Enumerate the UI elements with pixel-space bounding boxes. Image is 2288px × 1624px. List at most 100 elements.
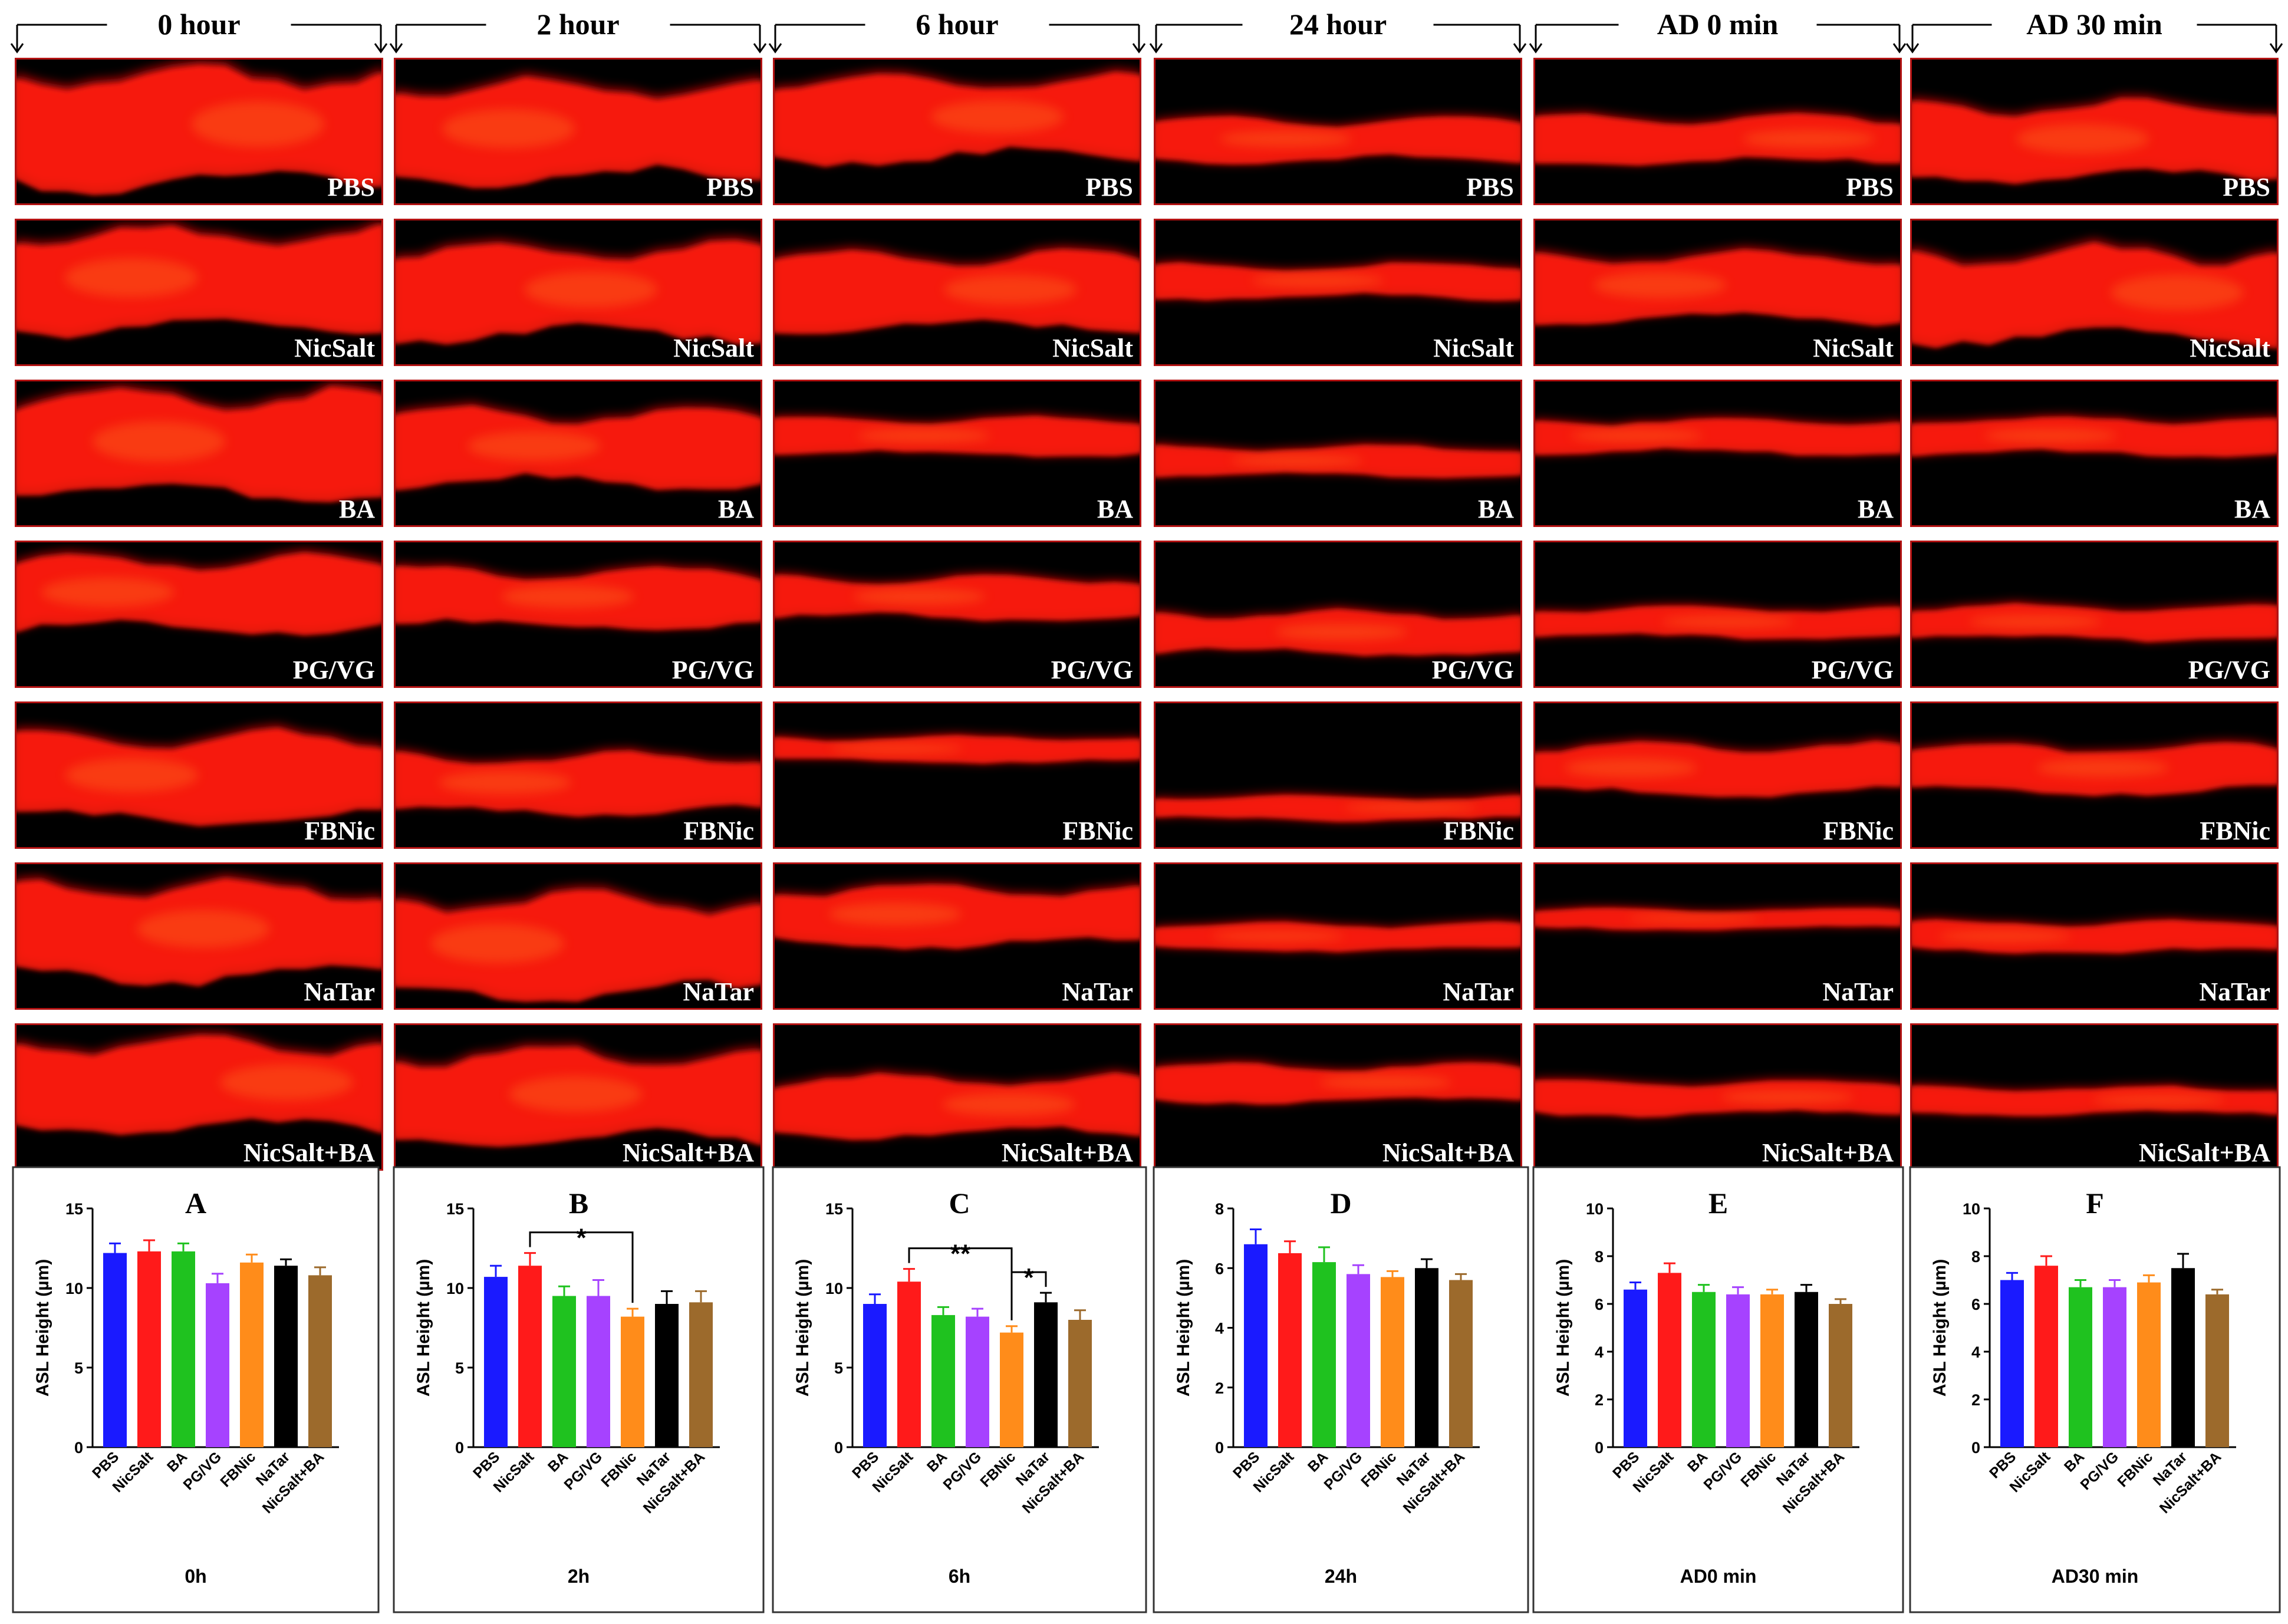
asl-hotspot xyxy=(1594,272,1727,298)
asl-hotspot xyxy=(1319,1075,1452,1090)
y-tick-label: 0 xyxy=(834,1439,843,1457)
bracket-arrow-icon xyxy=(2269,25,2283,54)
tile-treatment-label: PG/VG xyxy=(293,655,375,684)
asl-hotspot xyxy=(931,100,1064,133)
asl-hotspot xyxy=(442,109,575,148)
panel-letter: A xyxy=(185,1187,206,1220)
y-tick-label: 10 xyxy=(65,1280,83,1297)
y-tick-label: 5 xyxy=(455,1359,464,1377)
tile-border xyxy=(1154,701,1522,849)
bar-natar xyxy=(1034,1302,1058,1447)
bar-pg-vg xyxy=(966,1316,989,1447)
tile-treatment-label: NaTar xyxy=(683,977,754,1006)
y-tick-label: 10 xyxy=(446,1280,464,1297)
bar-nicsalt xyxy=(2034,1266,2058,1447)
tile-treatment-label: FBNic xyxy=(1443,816,1514,845)
tile-border xyxy=(1533,380,1902,527)
bar-natar xyxy=(1795,1292,1818,1447)
image-tile-24-hour-nicsalt-plus-ba: NicSalt+BA xyxy=(1154,1023,1522,1171)
tile-treatment-label: NicSalt+BA xyxy=(2139,1138,2270,1167)
tile-border xyxy=(1154,380,1522,527)
tile-border xyxy=(394,862,762,1010)
y-tick-label: 2 xyxy=(1595,1391,1604,1409)
y-tick-label: 8 xyxy=(1971,1248,1980,1266)
image-tile-24-hour-pbs: PBS xyxy=(1154,58,1522,205)
y-tick-label: 0 xyxy=(1215,1439,1224,1457)
column-title: 24 hour xyxy=(1289,8,1387,41)
bar-fbnic xyxy=(1000,1332,1023,1447)
tile-border xyxy=(15,380,383,527)
asl-band xyxy=(1910,920,2279,954)
tile-treatment-label: NicSalt+BA xyxy=(1382,1138,1514,1167)
tile-border xyxy=(1910,862,2279,1010)
tile-treatment-label: NicSalt xyxy=(1813,334,1894,363)
tile-treatment-label: FBNic xyxy=(683,816,754,845)
image-tile-ad-0-min-nicsalt-plus-ba: NicSalt+BA xyxy=(1533,1023,1902,1171)
tile-treatment-label: NicSalt+BA xyxy=(623,1138,754,1167)
confocal-image-grid: PBS NicSalt BA PG/VG FBNic NaTar NicSalt+BA PBS… xyxy=(15,58,2279,1171)
tile-border xyxy=(1533,701,1902,849)
asl-hotspot xyxy=(1627,914,1760,923)
asl-hotspot xyxy=(137,910,270,948)
image-tile-24-hour-natar: NaTar xyxy=(1154,862,1522,1010)
bar-nicsalt-plus-ba xyxy=(308,1275,332,1447)
tile-treatment-label: FBNic xyxy=(304,816,375,845)
asl-hotspot xyxy=(830,743,963,754)
panel-letter: D xyxy=(1330,1187,1351,1220)
bar-natar xyxy=(1415,1268,1438,1447)
panel-caption: 24h xyxy=(1325,1566,1357,1587)
tile-background xyxy=(773,701,1141,849)
y-tick-label: 2 xyxy=(1971,1391,1980,1409)
image-tile-0-hour-pbs: PBS xyxy=(15,58,383,205)
y-tick-label: 6 xyxy=(1215,1260,1224,1277)
tile-border xyxy=(773,219,1141,366)
tile-treatment-label: BA xyxy=(1097,495,1133,523)
tile-border xyxy=(15,541,383,688)
tile-border xyxy=(1533,862,1902,1010)
bracket-arrow-icon xyxy=(768,25,782,54)
asl-hotspot xyxy=(65,258,198,297)
significance-bracket xyxy=(1010,1271,1047,1320)
bar-natar xyxy=(274,1266,298,1447)
image-tile-6-hour-pbs: PBS xyxy=(773,58,1141,205)
y-tick-label: 10 xyxy=(1586,1200,1604,1218)
bar-ba xyxy=(172,1251,195,1447)
tile-treatment-label: NaTar xyxy=(1443,977,1514,1006)
tile-treatment-label: NaTar xyxy=(2199,977,2270,1006)
y-tick-label: 15 xyxy=(65,1200,83,1218)
asl-hotspot xyxy=(41,577,175,607)
tile-treatment-label: NicSalt+BA xyxy=(1002,1138,1133,1167)
asl-hotspot xyxy=(524,271,657,308)
tile-border xyxy=(1154,541,1522,688)
asl-band xyxy=(394,751,762,817)
asl-band xyxy=(15,729,383,826)
asl-hotspot xyxy=(1661,615,1794,628)
header-0-hour: 0 hour xyxy=(10,8,388,54)
asl-hotspot xyxy=(1570,429,1703,442)
tile-treatment-label: PG/VG xyxy=(1812,655,1894,684)
asl-band xyxy=(394,891,762,1002)
tile-border xyxy=(1533,58,1902,205)
tile-treatment-label: PG/VG xyxy=(1051,655,1133,684)
asl-hotspot xyxy=(2036,759,2170,777)
bar-fbnic xyxy=(621,1316,644,1447)
panel-letter: C xyxy=(949,1187,970,1220)
asl-hotspot xyxy=(1969,615,2102,628)
image-tile-6-hour-ba: BA xyxy=(773,380,1141,527)
tile-treatment-label: NicSalt+BA xyxy=(243,1138,375,1167)
tile-border xyxy=(1910,219,2279,366)
tile-border xyxy=(1154,58,1522,205)
bar-nicsalt-plus-ba xyxy=(2205,1294,2229,1447)
y-tick-label: 6 xyxy=(1595,1296,1604,1313)
tile-treatment-label: NicSalt xyxy=(1052,334,1133,363)
image-tile-6-hour-nicsalt: NicSalt xyxy=(773,219,1141,366)
tile-treatment-label: PBS xyxy=(327,173,375,202)
significance-marker: * xyxy=(576,1224,587,1253)
y-tick-label: 0 xyxy=(1971,1439,1980,1457)
image-tile-0-hour-ba: BA xyxy=(15,380,383,527)
bar-nicsalt-plus-ba xyxy=(1449,1280,1473,1447)
bar-pbs xyxy=(484,1277,508,1447)
image-tile-2-hour-pbs: PBS xyxy=(394,58,762,205)
asl-hotspot xyxy=(93,421,226,462)
asl-hotspot xyxy=(2111,274,2244,311)
